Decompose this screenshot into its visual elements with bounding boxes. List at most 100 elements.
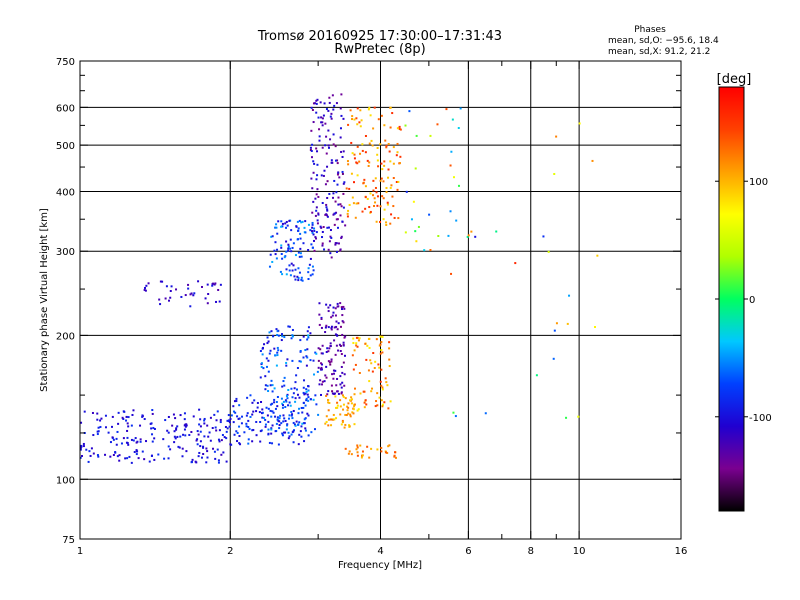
data-point	[96, 418, 99, 421]
data-point	[348, 424, 351, 427]
data-point	[350, 402, 353, 405]
data-point	[313, 227, 316, 230]
data-point	[251, 429, 254, 432]
data-point	[130, 461, 133, 464]
data-point	[370, 362, 373, 365]
data-point	[320, 174, 323, 177]
data-point	[366, 159, 369, 162]
data-point	[261, 411, 264, 414]
data-point	[325, 214, 328, 217]
data-point	[178, 446, 181, 449]
data-point	[332, 108, 335, 111]
data-point	[334, 159, 337, 162]
data-point	[315, 147, 318, 150]
data-point	[309, 332, 312, 335]
data-point	[332, 413, 335, 416]
x-tick-label: 2	[227, 546, 233, 557]
data-point	[311, 226, 314, 229]
data-point	[126, 436, 129, 439]
data-point	[274, 253, 277, 256]
data-point	[256, 401, 259, 404]
data-point	[266, 336, 269, 339]
data-point	[147, 282, 150, 285]
data-point	[315, 111, 318, 114]
data-point	[314, 197, 317, 200]
data-point	[306, 356, 309, 359]
data-point	[96, 412, 99, 415]
data-point	[273, 401, 276, 404]
data-point	[228, 421, 231, 424]
data-point	[311, 246, 314, 249]
data-point	[245, 422, 248, 425]
data-point	[297, 443, 300, 446]
data-point	[334, 243, 337, 246]
data-point	[348, 425, 351, 428]
data-point	[332, 306, 335, 309]
data-point	[272, 334, 275, 337]
data-point	[281, 257, 284, 260]
data-point	[321, 146, 324, 149]
data-point	[196, 443, 199, 446]
data-point	[356, 409, 359, 412]
data-point	[354, 387, 357, 390]
data-point	[381, 195, 384, 198]
data-point	[302, 242, 305, 245]
data-point	[235, 430, 238, 433]
data-point	[100, 417, 103, 420]
data-point	[240, 422, 243, 425]
data-point	[174, 437, 177, 440]
data-point	[398, 162, 401, 165]
data-point	[291, 396, 294, 399]
data-point	[268, 352, 271, 355]
data-point	[347, 163, 350, 166]
data-point	[199, 430, 202, 433]
data-point	[336, 162, 339, 165]
data-point	[115, 437, 118, 440]
data-point	[278, 427, 281, 430]
data-point	[212, 282, 215, 285]
colorbar-tick-label: -100	[749, 413, 772, 424]
data-point	[339, 248, 342, 251]
data-point	[301, 220, 304, 223]
data-point	[335, 325, 338, 328]
data-point	[238, 435, 241, 438]
data-point	[355, 202, 358, 205]
data-point	[327, 409, 330, 412]
data-point	[280, 220, 283, 223]
data-point	[91, 411, 94, 414]
data-point	[320, 326, 323, 329]
data-point	[114, 451, 117, 454]
data-point	[271, 235, 274, 238]
data-point	[283, 336, 286, 339]
data-point	[330, 360, 333, 363]
data-point	[266, 414, 269, 417]
data-point	[190, 461, 193, 464]
data-point	[79, 446, 82, 449]
data-point	[335, 191, 338, 194]
data-point	[268, 441, 271, 444]
data-point	[130, 424, 133, 427]
data-point	[226, 419, 229, 422]
data-point	[302, 401, 305, 404]
data-point	[305, 364, 308, 367]
data-point	[331, 196, 334, 199]
data-point	[370, 390, 373, 393]
data-point	[274, 226, 277, 229]
data-point	[225, 460, 228, 463]
data-point	[325, 420, 328, 423]
data-point	[265, 406, 268, 409]
data-point	[199, 418, 202, 421]
data-point	[374, 186, 377, 189]
data-point	[342, 182, 345, 185]
data-point	[343, 373, 346, 376]
data-point	[344, 224, 347, 227]
data-point	[296, 275, 299, 278]
data-point	[205, 447, 208, 450]
data-point	[318, 313, 321, 316]
data-point	[285, 400, 288, 403]
data-point	[372, 127, 375, 130]
data-point	[203, 422, 206, 425]
data-point	[312, 200, 315, 203]
data-point	[277, 349, 280, 352]
data-point	[283, 431, 286, 434]
